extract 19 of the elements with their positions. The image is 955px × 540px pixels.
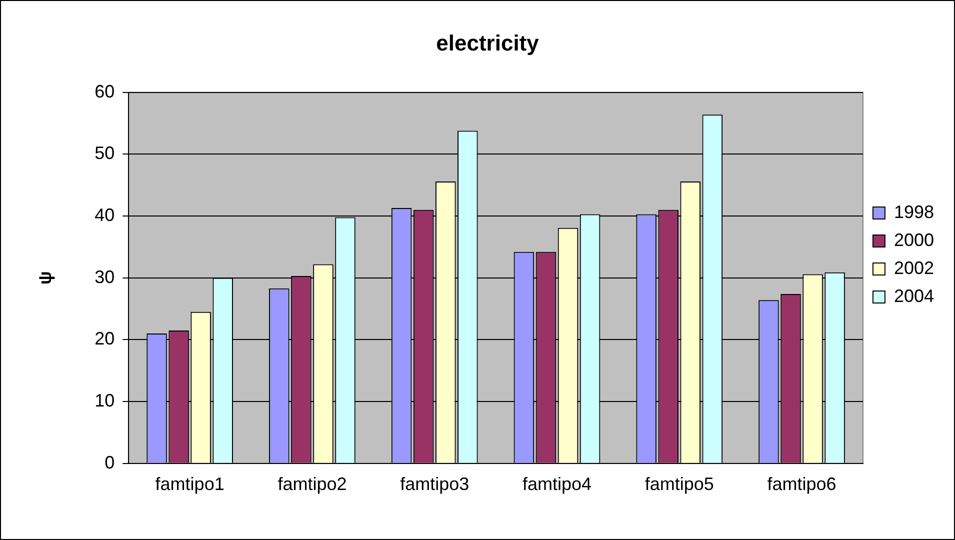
y-tick-label: 50 [94, 143, 115, 164]
x-tick-label: famtipo5 [644, 474, 714, 494]
y-tick-label: 60 [94, 81, 115, 102]
legend-label: 2000 [894, 230, 934, 250]
x-tick-label: famtipo6 [767, 474, 836, 494]
legend-label: 1998 [894, 202, 934, 222]
x-tick-label: famtipo3 [400, 474, 470, 494]
legend-label: 2002 [894, 258, 934, 278]
x-tick-label: famtipo2 [278, 474, 347, 494]
chart-title: electricity [436, 30, 540, 56]
y-tick-label: 30 [94, 266, 115, 287]
x-tick-label: famtipo1 [155, 474, 224, 494]
y-tick-label: 0 [104, 452, 115, 472]
x-tick-label: famtipo4 [522, 474, 592, 494]
legend-label: 2004 [894, 286, 934, 306]
y-axis-title: ψ [34, 271, 55, 285]
y-tick-label: 10 [94, 390, 115, 411]
y-tick-label: 40 [94, 205, 115, 226]
y-tick-label: 20 [94, 328, 115, 349]
